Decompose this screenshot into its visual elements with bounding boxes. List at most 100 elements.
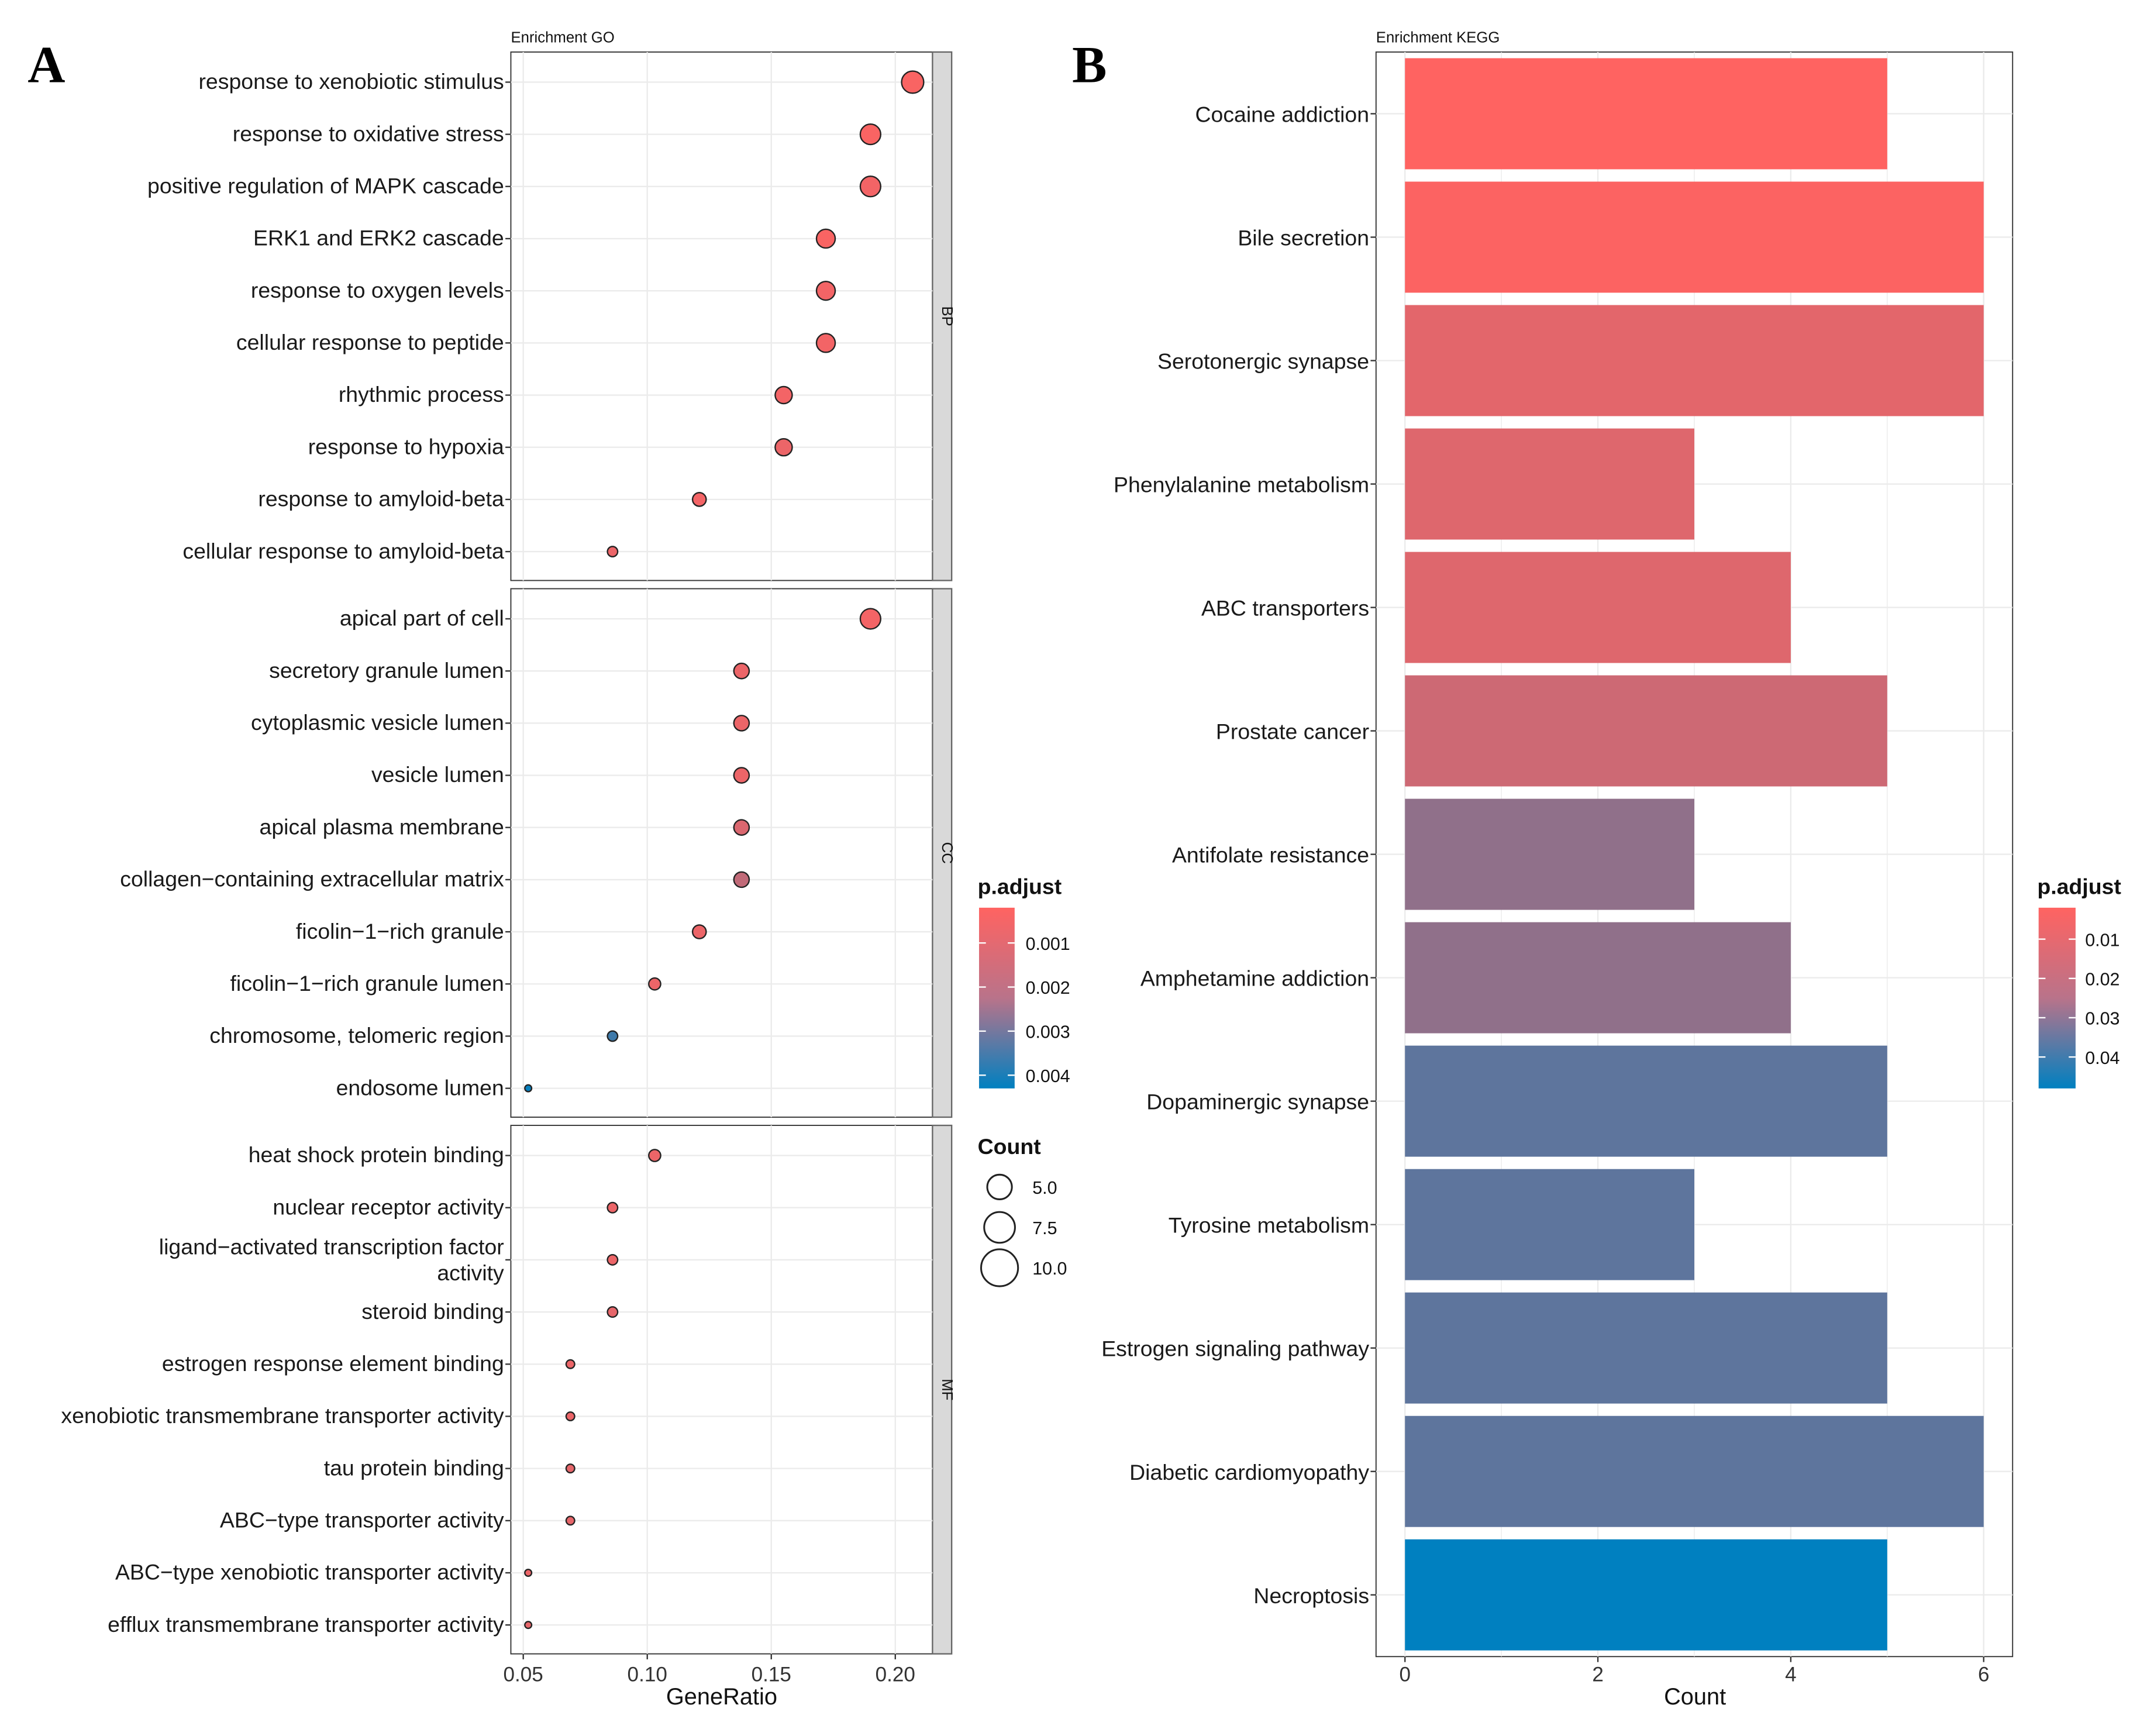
y-tick-label: steroid binding [361,1299,504,1324]
y-tick-label: cellular response to peptide [236,330,504,354]
y-tick-label: Necroptosis [1253,1583,1369,1608]
y-tick-label: positive regulation of MAPK cascade [147,174,504,198]
colorbar [978,907,1015,1089]
y-tick-label: collagen−containing extracellular matrix [120,867,504,891]
x-tick-label: 2 [1592,1663,1604,1686]
y-tick-label: ABC−type transporter activity [220,1508,504,1532]
data-point [565,1515,575,1526]
data-point [733,715,750,732]
y-tick-label: response to hypoxia [308,434,504,459]
colorbar-tick-label: 0.003 [1026,1022,1070,1042]
y-tick-label: Amphetamine addiction [1140,966,1369,991]
data-point [733,871,750,888]
facet-cc: CC apical part of cell secretory granule l… [120,588,955,1118]
y-tick-label: xenobiotic transmembrane transporter act… [61,1403,504,1428]
y-tick-label: response to oxygen levels [251,278,504,302]
facet-strip-label: MF [939,1379,955,1400]
data-point [859,123,882,146]
data-point [606,1306,619,1318]
data-point [901,70,925,94]
y-tick-label: vesicle lumen [371,762,504,787]
bar [1405,181,1984,293]
chart-title: Enrichment KEGG [1376,30,1500,46]
y-tick-label: tau protein binding [324,1455,504,1480]
data-point [815,280,836,301]
y-tick-label: Serotonergic synapse [1157,349,1369,374]
bar [1405,1169,1695,1280]
bar [1405,552,1791,663]
data-point [648,977,661,991]
y-tick-label: Prostate cancer [1216,719,1369,744]
facet-strip-label: BP [939,306,955,326]
data-point [733,819,750,836]
size-legend-circle [983,1211,1016,1244]
bar [1405,58,1887,170]
x-tick-label: 6 [1978,1663,1990,1686]
data-point [565,1359,575,1369]
y-tick-label: response to xenobiotic stimulus [198,69,504,94]
x-tick-label: 0.15 [752,1663,791,1686]
size-legend-label: 10.0 [1032,1259,1067,1279]
data-point [565,1463,575,1474]
y-tick-label: apical plasma membrane [260,814,504,839]
y-tick-label: heat shock protein binding [249,1142,504,1167]
y-tick-label: endosome lumen [336,1075,504,1100]
y-tick-label: ABC−type xenobiotic transporter activity [115,1560,504,1585]
facet-panel-background [510,1125,933,1655]
bar [1405,675,1887,787]
data-point [648,1149,661,1162]
y-tick-label: response to oxidative stress [233,121,504,146]
data-point [524,1621,533,1630]
go-dotplot-panel: A Enrichment GO BP response to xenobiotic s… [27,30,1070,1710]
data-point [524,1084,533,1093]
colorbar-tick-label: 0.03 [2085,1009,2120,1029]
y-tick-label: ERK1 and ERK2 cascade [253,226,504,250]
data-point [606,1201,619,1214]
bar [1405,305,1984,416]
y-tick-label: efflux transmembrane transporter activit… [108,1612,504,1637]
chart-title: Enrichment GO [511,30,614,46]
data-point [774,385,793,405]
data-point [691,924,707,939]
facet-strip [932,1124,953,1655]
data-point [524,1568,533,1577]
colorbar-tick-label: 0.04 [2085,1048,2120,1068]
y-tick-label: Tyrosine metabolism [1169,1213,1369,1238]
data-point [733,662,750,680]
y-tick-label: Diabetic cardiomyopathy [1129,1460,1369,1484]
data-point [606,546,619,557]
panel-label-a: A [27,36,65,94]
y-tick-label: Dopaminergic synapse [1146,1090,1369,1114]
y-tick-label: response to amyloid-beta [258,487,504,511]
y-tick-label: ABC transporters [1201,596,1369,621]
data-point [691,492,707,507]
data-point [606,1030,619,1042]
colorbar-tick-label: 0.001 [1026,934,1070,954]
y-tick-label: Cocaine addiction [1195,102,1369,127]
bar [1405,428,1695,540]
size-legend-label: 7.5 [1032,1218,1057,1238]
facet-bp: BP response to xenobiotic stimulus respons… [147,51,955,581]
colorbar-tick-label: 0.02 [2085,969,2120,989]
bar [1405,798,1695,910]
y-tick-label: ligand−activated transcription factor [159,1235,504,1259]
size-legend-circle [980,1248,1019,1287]
facet-strip-label: CC [939,842,955,864]
y-tick-label: ficolin−1−rich granule [296,919,504,943]
x-tick-label: 0.20 [876,1663,915,1686]
facet-mf: MF heat shock protein binding nuclear rece… [61,1124,955,1655]
facet-panel-background [510,588,933,1118]
facet-strip [932,588,953,1118]
colorbar [2038,907,2076,1089]
kegg-barplot-panel: B Enrichment KEGG Cocaine addiction Bile se… [1072,30,2121,1710]
data-point [859,608,882,630]
y-tick-label: ficolin−1−rich granule lumen [230,971,504,996]
bar [1405,1292,1887,1404]
x-tick-label: 4 [1785,1663,1797,1686]
colorbar-tick-label: 0.01 [2085,930,2120,950]
bar [1405,1415,1984,1527]
colorbar-tick-label: 0.002 [1026,978,1070,998]
data-point [606,1253,619,1266]
x-axis-title: Count [1664,1684,1726,1710]
y-tick-label: chromosome, telomeric region [209,1023,504,1048]
